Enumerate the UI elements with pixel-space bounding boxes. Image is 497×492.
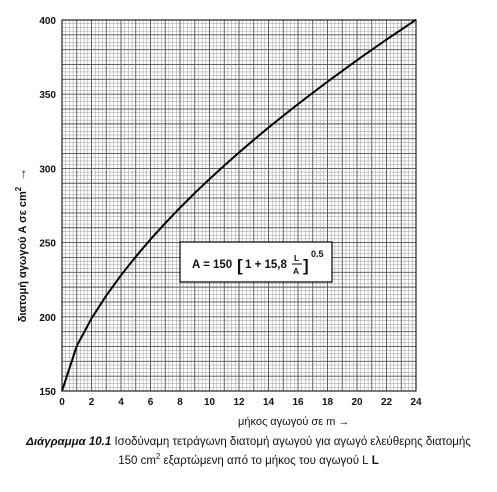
formula-bracket-open: [ [237, 256, 243, 275]
data-point [238, 152, 240, 154]
data-point [386, 39, 388, 41]
x-tick-label: 0 [59, 397, 65, 408]
data-point [61, 390, 63, 392]
caption-text-2-pre: 150 cm [118, 454, 156, 467]
data-point [223, 165, 225, 167]
data-point [105, 295, 107, 297]
data-point [179, 207, 181, 209]
caption-line-2: 150 cm2 εξαρτώμενη από το μήκος του αγωγ… [118, 452, 379, 467]
data-point [400, 29, 402, 31]
data-point [164, 222, 166, 224]
x-tick-label: 2 [89, 397, 95, 408]
data-point [356, 59, 358, 61]
y-axis-title-sup: 2 [14, 186, 23, 191]
x-tick-label: 6 [148, 397, 154, 408]
data-point [91, 317, 93, 319]
data-point [282, 115, 284, 117]
x-tick-label: 12 [233, 397, 245, 408]
y-tick-label: 400 [39, 16, 56, 27]
x-tick-label: 4 [118, 397, 124, 408]
y-axis-title-group: διατομή αγωγού A σε cm2 → [14, 168, 29, 323]
formula-exponent: 0.5 [311, 249, 324, 259]
x-tick-label: 22 [381, 397, 393, 408]
formula-term: 1 + 15,8 [245, 259, 287, 271]
x-axis-title: μήκος αγωγού σε m → [238, 416, 349, 428]
data-point [150, 238, 152, 240]
x-tick-label: 8 [177, 397, 183, 408]
y-axis-ticks: 150 200 250 300 350 400 [39, 16, 56, 398]
formula-annotation: A = 150 [ 1 + 15,8 L A ] 0.5 [179, 241, 333, 283]
caption-text-1: Ισοδύναμη τετράγωνη διατομή αγωγού για α… [114, 436, 471, 448]
data-point [76, 345, 78, 347]
y-tick-label: 200 [39, 313, 56, 324]
formula-lhs: A = 150 [192, 259, 232, 271]
data-point [268, 127, 270, 129]
data-point [194, 192, 196, 194]
formula-box [179, 241, 333, 283]
data-point [135, 256, 137, 258]
x-tick-label: 24 [410, 397, 422, 408]
caption-label: Διάγραμμα 10.1 [26, 436, 112, 448]
y-axis-title-arrow: → [14, 168, 29, 181]
caption-text-2-sup: 2 [155, 452, 161, 461]
series-curve [61, 18, 417, 392]
formula-frac-num: L [294, 253, 299, 263]
x-tick-label: 16 [292, 397, 304, 408]
x-axis-ticks: 0 2 4 6 8 10 12 14 16 18 20 22 24 [59, 397, 422, 408]
data-point [253, 139, 255, 141]
caption-line-1: Διάγραμμα 10.1 Ισοδύναμη τετράγωνη διατο… [0, 436, 497, 448]
y-axis-title: διατομή αγωγού A σε cm2 → [14, 168, 29, 323]
formula-bracket-close: ] [303, 256, 309, 275]
data-point [312, 92, 314, 94]
plot-frame [61, 19, 417, 392]
data-point [415, 19, 417, 21]
y-tick-label: 350 [39, 90, 56, 101]
x-tick-label: 20 [351, 397, 363, 408]
formula-frac-den: A [293, 266, 299, 276]
data-point [120, 274, 122, 276]
caption-text-2-post: εξαρτώμενη από το μήκος του αγωγού L [160, 454, 369, 467]
data-point [209, 178, 211, 180]
data-point [327, 81, 329, 83]
y-tick-label: 300 [39, 164, 56, 175]
x-tick-label: 10 [204, 397, 216, 408]
x-tick-label: 18 [322, 397, 334, 408]
data-point [371, 49, 373, 51]
y-tick-label: 250 [39, 239, 56, 250]
y-axis-title-text: διατομή αγωγού A σε cm [17, 191, 29, 322]
y-tick-label: 150 [39, 387, 56, 398]
x-tick-label: 14 [263, 397, 275, 408]
data-point [297, 103, 299, 105]
data-point [341, 70, 343, 72]
